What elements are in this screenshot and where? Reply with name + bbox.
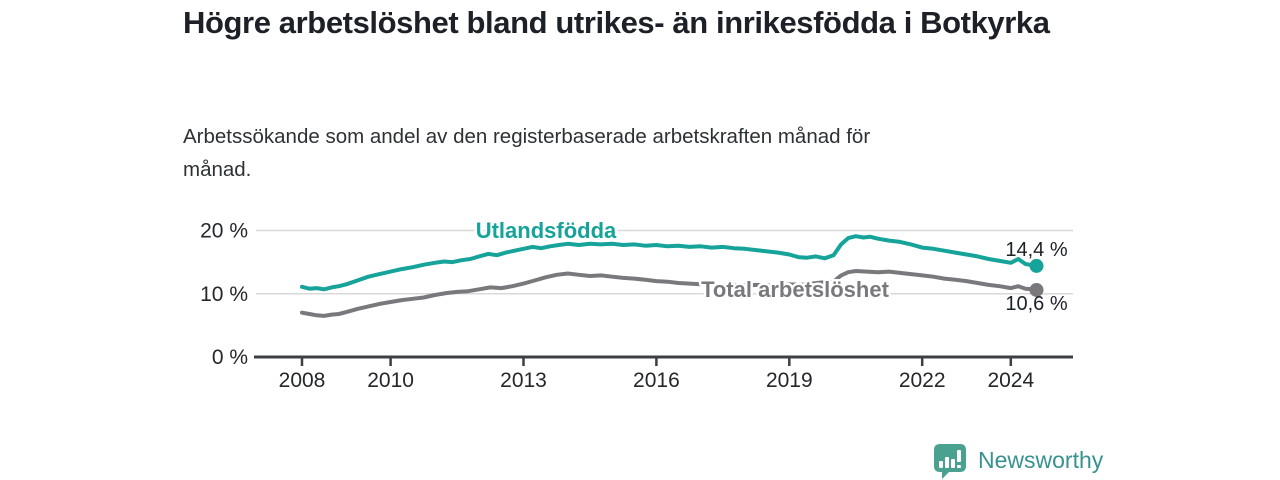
x-axis-label: 2024	[987, 369, 1034, 392]
x-axis-label: 2022	[899, 369, 946, 392]
series-inline-label: Utlandsfödda	[476, 218, 617, 243]
chart-title: Högre arbetslöshet bland utrikes- än inr…	[183, 5, 1050, 40]
brand-footer: Newsworthy	[932, 442, 1104, 479]
x-axis-label: 2010	[367, 369, 414, 392]
x-axis-label: 2019	[766, 369, 813, 392]
bar-chart-glyph	[939, 449, 961, 468]
x-axis-label: 2008	[279, 369, 326, 392]
y-axis-label: 0 %	[212, 346, 248, 369]
newsworthy-logo-icon	[934, 443, 966, 479]
y-axis-label: 10 %	[200, 283, 248, 306]
series-line-utlandsf-dda	[300, 234, 1039, 292]
speech-bubble-shape	[934, 443, 966, 479]
series-end-value: 10,6 %	[1005, 293, 1067, 315]
series-line-total-arbetsl-shet	[300, 269, 1039, 318]
x-axis-label: 2016	[633, 369, 680, 392]
brand-name: Newsworthy	[978, 446, 1104, 473]
series-end-dot	[1029, 282, 1044, 297]
series-inline-label: Total arbetslöshet	[701, 277, 890, 302]
chart-subtitle: Arbetssökande som andel av den registerb…	[183, 125, 871, 181]
series-end-dot	[1029, 258, 1044, 273]
x-axis-label: 2013	[500, 369, 547, 392]
y-axis-label: 20 %	[200, 220, 248, 243]
series-end-value: 14,4 %	[1005, 239, 1067, 261]
